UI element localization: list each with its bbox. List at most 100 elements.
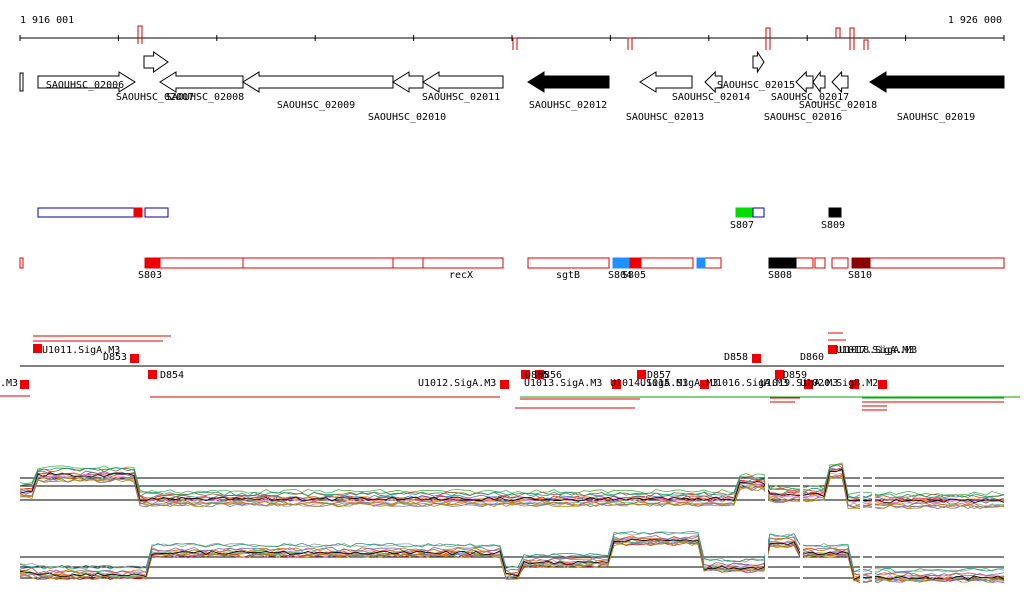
segment-box <box>527 257 610 269</box>
gene-label: SAOUHSC_02006 <box>46 80 124 91</box>
gene-arrow <box>639 71 693 93</box>
expression-profile <box>19 463 1005 499</box>
segment-box <box>828 207 842 218</box>
feature-marker <box>849 27 855 50</box>
expression-plots <box>19 462 1005 590</box>
segment-box <box>144 207 169 218</box>
gene-arrow <box>795 70 814 94</box>
segment-box <box>735 207 754 218</box>
gene-label: SAOUHSC_02015 <box>717 80 795 91</box>
segment-label: S804 <box>608 270 632 281</box>
promoter-mark <box>612 380 621 389</box>
promoter-mark <box>535 370 544 379</box>
gene-label: SAOUHSC_02016 <box>764 112 842 123</box>
gene-arrow <box>242 71 394 93</box>
expression-profile <box>19 473 1005 508</box>
promoter-label: U1014.SigA.M3 <box>610 378 688 389</box>
segment-box <box>851 257 871 269</box>
segment-label: S808 <box>768 270 792 281</box>
promoter-mark <box>500 380 509 389</box>
segment-label: S809 <box>821 220 845 231</box>
promoter-label: D858 <box>724 352 748 363</box>
ruler-start: 1 916 001 <box>20 15 74 26</box>
gap <box>800 470 803 590</box>
ruler: 1 916 001 1 926 000 <box>20 15 1004 39</box>
gene-arrow <box>704 70 723 94</box>
promoter-mark <box>850 380 859 389</box>
promoter-label: U1012.SigA.M3 <box>418 378 496 389</box>
segment-box <box>144 257 161 269</box>
promoter-mark <box>804 380 813 389</box>
segment-box <box>629 257 642 269</box>
segment-label: S807 <box>730 220 754 231</box>
expression-profile <box>19 530 1005 573</box>
gene-arrow <box>831 70 849 94</box>
feature-marker <box>137 25 143 44</box>
promoter-label: U1019.SigA.M3 <box>760 378 838 389</box>
gene-arrow <box>422 71 504 93</box>
promoter-mark <box>33 344 42 353</box>
promoter-mark <box>752 354 761 363</box>
promoter-label: D860 <box>800 352 824 363</box>
promoter-mark <box>20 380 29 389</box>
expression-profile <box>19 538 1005 580</box>
gene-arrow <box>143 51 169 73</box>
feature-marker <box>835 27 841 38</box>
feature-marker <box>765 27 771 50</box>
promoter-label: D859 <box>783 370 807 381</box>
expression-profile <box>19 462 1005 496</box>
promoter-label: D853 <box>103 352 127 363</box>
gene-label: SAOUHSC_02011 <box>422 92 500 103</box>
segment-label: S810 <box>848 270 872 281</box>
promoter-label: U1017.SigA.M3 <box>836 345 914 356</box>
promoter-label: .M3 <box>0 378 18 389</box>
segment-box <box>242 257 394 269</box>
gene-label: SAOUHSC_02009 <box>277 100 355 111</box>
gene-box <box>19 72 24 92</box>
gene-arrow <box>392 71 424 93</box>
segment-box <box>133 207 143 218</box>
expression-profile <box>19 468 1005 504</box>
segment-box <box>752 207 765 218</box>
segment-box <box>37 207 136 218</box>
promoter-mark <box>775 370 784 379</box>
promoter-label: U1018.SigA.M3 <box>839 345 917 356</box>
expression-profile <box>19 476 1005 510</box>
gene-label: SAOUHSC_02007 <box>116 92 194 103</box>
promoter-label: U1011.SigA.M3 <box>42 345 120 356</box>
gene-arrow <box>159 71 244 93</box>
gene-label: SAOUHSC_02010 <box>368 112 446 123</box>
promoter-label: D854 <box>160 370 184 381</box>
promoter-label: D856 <box>538 370 562 381</box>
feature-marker <box>863 39 869 50</box>
gene-arrow <box>37 71 136 93</box>
promoter-label: U1020.SigB.M2 <box>800 378 878 389</box>
gap <box>765 470 768 590</box>
segment-label: S805 <box>622 270 646 281</box>
expression-profile <box>19 531 1005 573</box>
promoter-label: D857 <box>647 370 671 381</box>
promoter-mark <box>700 380 709 389</box>
promoter-label: D855 <box>525 370 549 381</box>
promoter-label: U1015.SigA.M3 <box>640 378 718 389</box>
segment-label: recX <box>449 270 473 281</box>
ruler-end: 1 926 000 <box>948 15 1002 26</box>
expression-profile <box>19 535 1005 577</box>
gene-label: SAOUHSC_02012 <box>529 100 607 111</box>
segment-box <box>696 257 706 269</box>
segment-box <box>768 257 797 269</box>
gene-arrow <box>752 50 765 74</box>
gene-label: SAOUHSC_02008 <box>166 92 244 103</box>
promoter-mark <box>637 370 646 379</box>
expression-profile <box>19 540 1005 582</box>
segment-box <box>422 257 504 269</box>
promoter-label: U1016.SigA.M3 <box>710 378 788 389</box>
segment-box <box>19 257 24 269</box>
gene-arrow <box>527 71 610 93</box>
promoter-mark <box>130 354 139 363</box>
expression-profile <box>19 463 1005 499</box>
promoter-mark <box>521 370 530 379</box>
